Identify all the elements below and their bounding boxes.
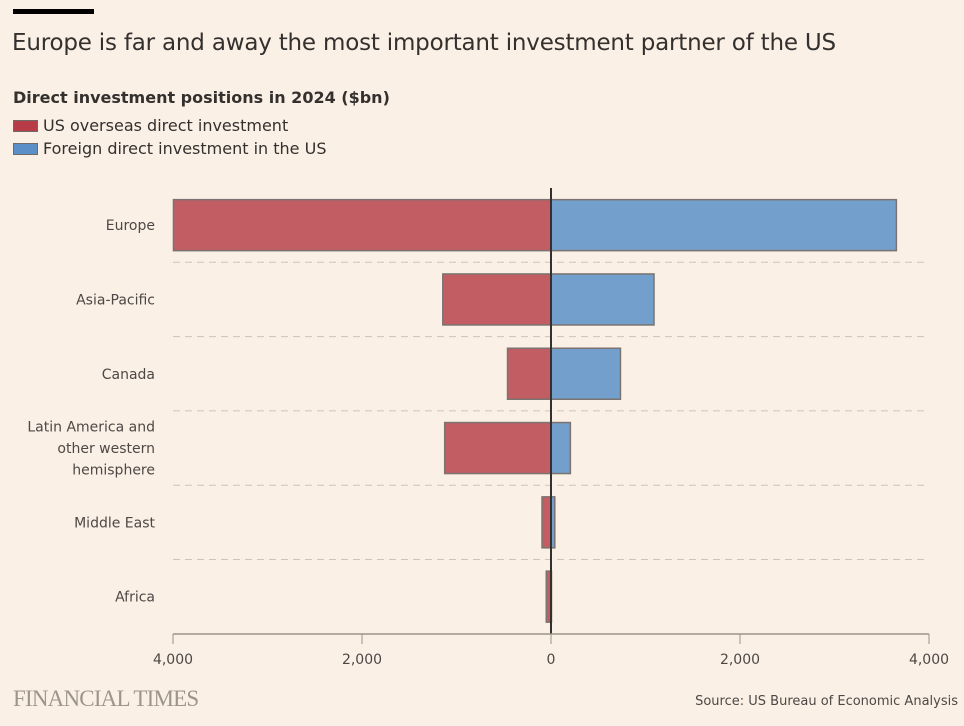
x-tick-label: 4,000 [153,652,193,668]
x-tick-label: 2,000 [720,652,760,668]
legend-item-fdi-in-us: Foreign direct investment in the US [13,137,326,160]
legend-label: US overseas direct investment [43,116,289,135]
bar-fdi-in-us [550,273,655,326]
category-label: Europe [106,218,155,234]
legend-swatch-us-overseas [13,119,38,132]
legend: US overseas direct investment Foreign di… [13,114,326,160]
bar-us-overseas [541,496,552,549]
category-label: Africa [115,590,155,606]
legend-item-us-overseas: US overseas direct investment [13,114,326,137]
ft-logo: FINANCIAL TIMES [13,686,199,711]
chart-title: Europe is far and away the most importan… [12,30,836,56]
category-label: Middle East [74,515,155,531]
x-tick-label: 4,000 [909,652,949,668]
category-label: hemisphere [72,463,155,479]
x-tick-label: 0 [547,652,556,668]
legend-swatch-fdi-in-us [13,142,38,155]
ft-accent-bar [13,9,94,14]
bar-us-overseas [443,421,552,475]
legend-label: Foreign direct investment in the US [43,139,327,158]
bar-fdi-in-us [550,347,622,400]
bar-fdi-in-us [550,198,898,252]
category-label: Asia-Pacific [76,292,155,308]
source-note: Source: US Bureau of Economic Analysis [695,694,958,709]
bar-fdi-in-us [550,421,572,475]
bar-us-overseas [442,273,552,326]
chart-subtitle: Direct investment positions in 2024 ($bn… [13,88,390,107]
category-label: Latin America and [27,420,155,436]
category-label: other western [57,441,155,457]
category-label: Canada [102,367,155,383]
bar-us-overseas [172,198,552,252]
x-tick-label: 2,000 [342,652,382,668]
bar-us-overseas [506,347,552,400]
